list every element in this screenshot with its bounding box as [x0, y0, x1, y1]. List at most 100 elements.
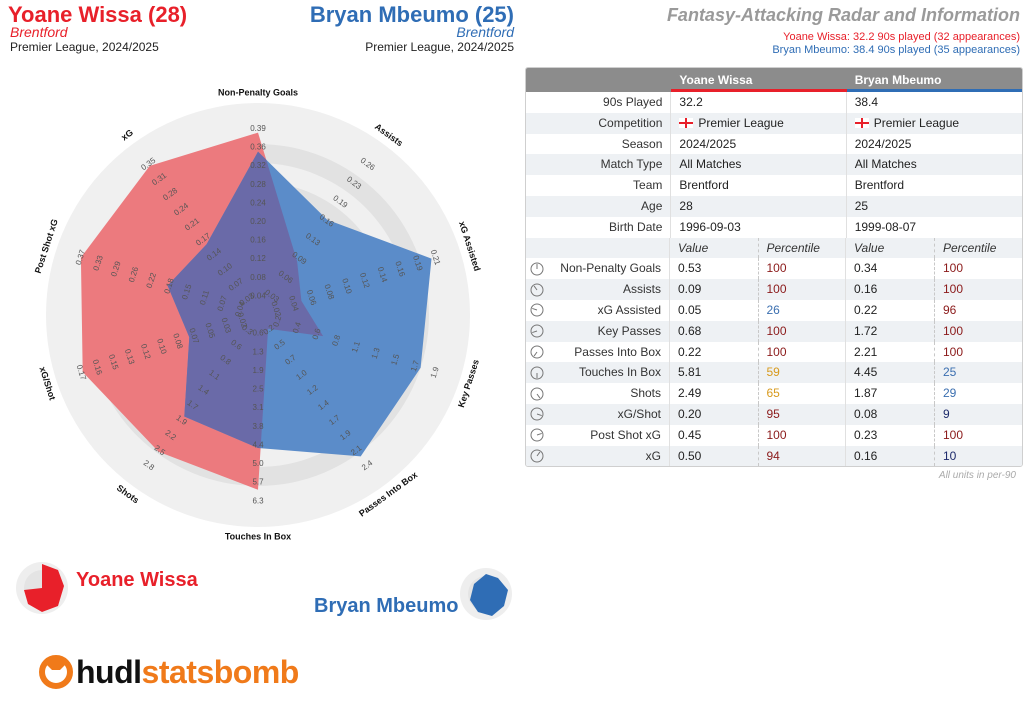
- player2-stat-percentile: 100: [934, 279, 1022, 300]
- player1-legend-label: Yoane Wissa: [76, 569, 198, 591]
- player2-stat-value: 2.21: [854, 344, 878, 359]
- row-label-cell: xG: [526, 445, 670, 467]
- percentile-dial-icon: [526, 446, 548, 467]
- dial-icon: [530, 262, 544, 276]
- player1-subheader: Value Percentile: [670, 237, 846, 259]
- table-row: Key Passes 0.68 100 1.72 100: [526, 320, 1022, 342]
- radar-tick-label: 0.04: [250, 292, 266, 301]
- radar-tick-label: 1.5: [389, 352, 401, 366]
- row-label: Team: [633, 178, 663, 193]
- player2-stat: 4.45 25: [846, 362, 1022, 384]
- row-label: Assists: [622, 282, 661, 297]
- player1-value-text: Premier League: [698, 115, 784, 130]
- percentile-subheader: Percentile: [757, 237, 846, 259]
- player2-stat-value: 4.45: [854, 365, 878, 380]
- player1-stat-value: 2.49: [678, 386, 702, 401]
- player2-stat: 0.08 9: [846, 403, 1022, 425]
- player1-stat: 0.68 100: [670, 320, 846, 342]
- player1-value: Brentford: [671, 175, 847, 196]
- table-header: Yoane Wissa Bryan Mbeumo: [526, 68, 1022, 92]
- player2-stat: 0.16 100: [846, 279, 1022, 300]
- row-label: Key Passes: [597, 323, 661, 338]
- player2-stat-value: 0.08: [854, 406, 878, 421]
- player2-value: 25: [847, 196, 1022, 217]
- player2-name: Bryan Mbeumo (25): [309, 2, 514, 27]
- player1-stat-percentile: 95: [757, 403, 846, 425]
- dial-icon: [530, 303, 544, 317]
- player1-value: Premier League: [671, 112, 847, 134]
- player1-value: 2024/2025: [671, 133, 847, 155]
- row-label-cell: Key Passes: [526, 320, 670, 342]
- radar-tick-label: 5.7: [252, 478, 264, 487]
- table-row: Touches In Box 5.81 59 4.45 25: [526, 362, 1022, 384]
- dial-icon: [530, 387, 544, 401]
- player1-team: Brentford: [10, 24, 68, 40]
- player1-stat: 0.05 26: [670, 299, 846, 321]
- radar-tick-label: 0.8: [330, 333, 342, 347]
- table-row: xG 0.50 94 0.16 10: [526, 445, 1022, 467]
- player1-stat: 0.09 100: [670, 279, 846, 300]
- player2-stat-percentile: 25: [934, 362, 1022, 384]
- player2-competition: Premier League, 2024/2025: [365, 40, 514, 54]
- table-row: 90s Played 32.2 38.4: [526, 92, 1022, 113]
- radar-tick-label: 1.7: [409, 359, 421, 373]
- radar-axis-label: Touches In Box: [225, 531, 291, 541]
- dial-icon: [530, 324, 544, 338]
- player2-stat-value: 1.87: [854, 386, 878, 401]
- table-body: 90s Played 32.2 38.4 Competition Premier Lea…: [526, 92, 1022, 467]
- player1-stat-percentile: 26: [757, 299, 846, 321]
- row-label: Passes Into Box: [574, 344, 661, 359]
- player2-value: Premier League: [847, 113, 1022, 134]
- row-label: 90s Played: [603, 95, 663, 109]
- player1-value-text: Brentford: [679, 178, 729, 193]
- radar-tick-label: 1.3: [370, 346, 382, 360]
- radar-tick-label: 1.1: [350, 340, 362, 354]
- percentile-dial-icon: [526, 342, 548, 363]
- player2-stat-value: 0.22: [854, 302, 878, 317]
- player2-stat-percentile: 100: [934, 341, 1022, 363]
- player1-stat-percentile: 100: [757, 341, 846, 363]
- player1-value-text: All Matches: [679, 157, 742, 172]
- player2-stat: 0.22 96: [846, 299, 1022, 321]
- player1-stat-value: 0.50: [678, 448, 702, 463]
- radar-tick-label: 0.39: [250, 124, 266, 133]
- player1-value: All Matches: [671, 154, 847, 176]
- radar-axis-label: xG: [119, 127, 135, 142]
- player1-stat-percentile: 100: [757, 320, 846, 342]
- row-label: xG Assisted: [597, 302, 661, 317]
- player2-team: Brentford: [456, 24, 514, 40]
- percentile-dial-icon: [526, 258, 548, 279]
- player2-stat: 2.21 100: [846, 341, 1022, 363]
- value-subheader: Value: [854, 240, 885, 255]
- row-icon-blank: [526, 154, 548, 175]
- percentile-dial-icon: [526, 279, 548, 300]
- player2-stat-percentile: 100: [934, 424, 1022, 446]
- player2-value-text: Brentford: [854, 178, 905, 193]
- player1-stat-value: 0.53: [678, 261, 702, 276]
- table-row: Passes Into Box 0.22 100 2.21 100: [526, 341, 1022, 363]
- player2-stat: 0.23 100: [846, 424, 1022, 446]
- table-header-player1: Yoane Wissa: [671, 68, 847, 92]
- player1-competition: Premier League, 2024/2025: [10, 40, 159, 54]
- table-row: Age 28 25: [526, 195, 1022, 217]
- percentile-dial-icon: [526, 362, 548, 383]
- table-row: Match Type All Matches All Matches: [526, 154, 1022, 176]
- player2-stat-percentile: 96: [934, 299, 1022, 321]
- page-title: Fantasy-Attacking Radar and Information: [666, 5, 1020, 25]
- dial-icon: [530, 449, 544, 463]
- row-label-cell: Assists: [526, 279, 670, 300]
- percentile-dial-icon: [526, 404, 548, 425]
- player1-stat: 5.81 59: [670, 362, 846, 384]
- player2-legend-radar-icon: [460, 568, 512, 620]
- player1-stat: 0.53 100: [670, 258, 846, 280]
- player2-minutes-note: Bryan Mbeumo: 38.4 90s played (35 appear…: [772, 44, 1020, 56]
- table-header-player2: Bryan Mbeumo: [846, 68, 1022, 92]
- row-label: Match Type: [600, 157, 663, 172]
- dial-icon: [530, 428, 544, 442]
- radar-axis-label: Non-Penalty Goals: [218, 87, 298, 97]
- player1-value-text: 32.2: [679, 95, 703, 109]
- player2-stat-percentile: 10: [934, 445, 1022, 467]
- radar-tick-label: 0.24: [250, 198, 266, 207]
- value-subheader: Value: [678, 240, 709, 255]
- radar-tick-label: 0.6: [252, 329, 264, 338]
